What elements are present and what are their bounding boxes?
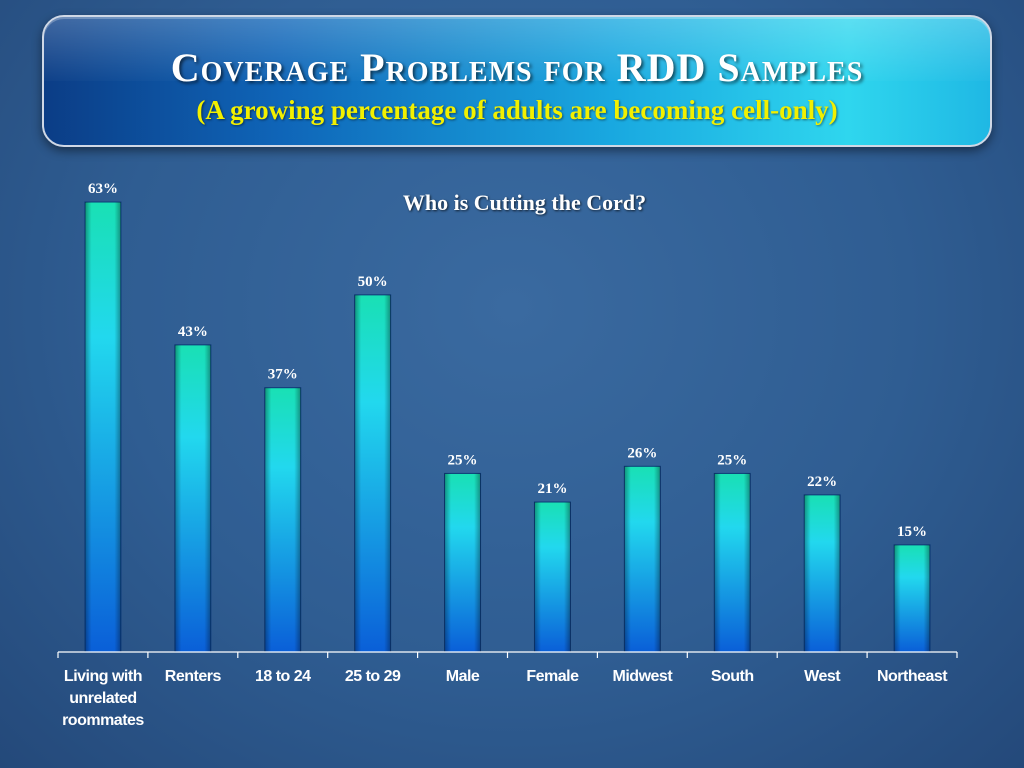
category-label-7: South — [711, 668, 754, 685]
slide-title: Coverage Problems for RDD Samples — [170, 45, 864, 90]
value-label-0: 63% — [88, 181, 118, 197]
slide-subtitle: (A growing percentage of adults are beco… — [196, 95, 838, 125]
category-label-line: South — [711, 668, 754, 685]
value-label-7: 25% — [717, 452, 747, 468]
bar-shade-5 — [534, 502, 571, 652]
bar-shade-2 — [264, 387, 301, 652]
value-label-1: 43% — [178, 324, 208, 340]
category-label-line: 25 to 29 — [345, 668, 401, 685]
bar-shade-7 — [714, 473, 751, 652]
bar-shade-4 — [444, 473, 481, 652]
value-label-4: 25% — [448, 452, 478, 468]
value-label-8: 22% — [807, 474, 837, 490]
category-label-line: Northeast — [877, 668, 948, 685]
bar-shade-1 — [174, 344, 211, 652]
bar-shade-6 — [624, 466, 661, 652]
title-banner: Coverage Problems for RDD Samples (A gro… — [42, 15, 992, 147]
value-label-6: 26% — [627, 445, 657, 461]
chart-title: Who is Cutting the Cord? — [402, 190, 647, 215]
category-label-9: Northeast — [877, 668, 948, 685]
category-label-line: West — [804, 668, 841, 685]
category-label-line: Male — [446, 668, 480, 685]
category-label-0: Living with unrelated roommates — [62, 668, 144, 729]
value-label-5: 21% — [537, 481, 567, 497]
category-label-line: Female — [526, 668, 579, 685]
bar-shade-3 — [354, 294, 391, 652]
category-label-line: 18 to 24 — [255, 668, 311, 685]
category-label-8: West — [804, 668, 841, 685]
category-label-line: Midwest — [613, 668, 674, 685]
category-label-line: Renters — [165, 668, 222, 685]
bar-shade-8 — [804, 494, 841, 652]
category-label-2: 18 to 24 — [255, 668, 311, 685]
value-label-2: 37% — [268, 367, 298, 383]
category-label-1: Renters — [165, 668, 222, 685]
category-label-line: roommates — [62, 712, 144, 729]
category-label-line: unrelated — [69, 690, 137, 707]
value-label-9: 15% — [897, 524, 927, 540]
category-label-line: Living with — [64, 668, 142, 685]
category-label-6: Midwest — [613, 668, 674, 685]
category-label-5: Female — [526, 668, 579, 685]
bar-shade-0 — [84, 202, 121, 652]
category-label-4: Male — [446, 668, 480, 685]
value-label-3: 50% — [358, 274, 388, 290]
category-label-3: 25 to 29 — [345, 668, 401, 685]
bar-shade-9 — [894, 544, 931, 652]
